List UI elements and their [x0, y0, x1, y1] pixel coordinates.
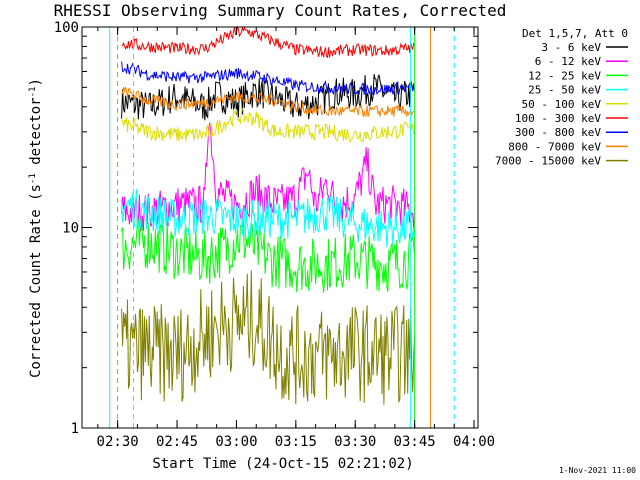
legend-label-6: 300 - 800 keV	[515, 126, 601, 139]
legend-header: Det 1,5,7, Att 0	[522, 27, 628, 40]
legend-label-4: 50 - 100 keV	[522, 98, 602, 111]
footer-date: 1-Nov-2021 11:00	[559, 466, 636, 475]
legend-label-2: 12 - 25 keV	[528, 69, 601, 82]
y-axis-label-suffix: )	[28, 78, 44, 86]
axes	[81, 26, 479, 429]
series-line-2	[121, 216, 416, 293]
x-tick-label-3: 03:15	[275, 434, 317, 450]
legend-label-1: 6 - 12 keV	[535, 55, 602, 68]
y-tick-label-2: 100	[54, 20, 79, 36]
legend-label-3: 25 - 50 keV	[528, 84, 601, 97]
x-axis-label: Start Time (24-Oct-15 02:21:02)	[152, 456, 413, 472]
x-tick-label-0: 02:30	[97, 434, 139, 450]
series-line-7	[121, 86, 415, 117]
x-tick-label-1: 02:45	[156, 434, 198, 450]
series-lines	[121, 25, 416, 405]
series-line-8	[121, 270, 416, 405]
y-axis-label-mid: detector	[28, 97, 44, 173]
chart-title: RHESSI Observing Summary Count Rates, Co…	[54, 1, 507, 20]
legend-label-7: 800 - 7000 keV	[508, 140, 601, 153]
legend-label-8: 7000 - 15000 keV	[495, 155, 601, 168]
x-tick-label-4: 03:30	[334, 434, 376, 450]
series-line-4	[121, 108, 416, 144]
x-tick-label-5: 03:45	[394, 434, 436, 450]
series-line-5	[121, 25, 416, 59]
series-line-3	[121, 189, 416, 248]
legend-label-5: 100 - 300 keV	[515, 112, 601, 125]
y-tick-label-1: 10	[62, 221, 79, 237]
tick-labels: 02:30 02:45 03:00 03:15 03:30 03:45 04:00 1 10 10…	[54, 20, 495, 450]
attenuator-markers	[109, 27, 455, 428]
y-axis-label: Corrected Count Rate (s-1 detector-1)	[28, 78, 44, 378]
y-axis-label-prefix: Corrected Count Rate (s	[28, 184, 44, 378]
y-axis-label-sup2: -1	[28, 87, 38, 98]
y-axis-label-sup1: -1	[28, 173, 38, 184]
legend-label-0: 3 - 6 keV	[541, 41, 601, 54]
x-tick-label-6: 04:00	[453, 434, 495, 450]
y-tick-label-0: 1	[71, 421, 79, 437]
x-tick-label-2: 03:00	[215, 434, 257, 450]
series-line-0	[121, 73, 416, 121]
series-line-6	[121, 61, 415, 96]
